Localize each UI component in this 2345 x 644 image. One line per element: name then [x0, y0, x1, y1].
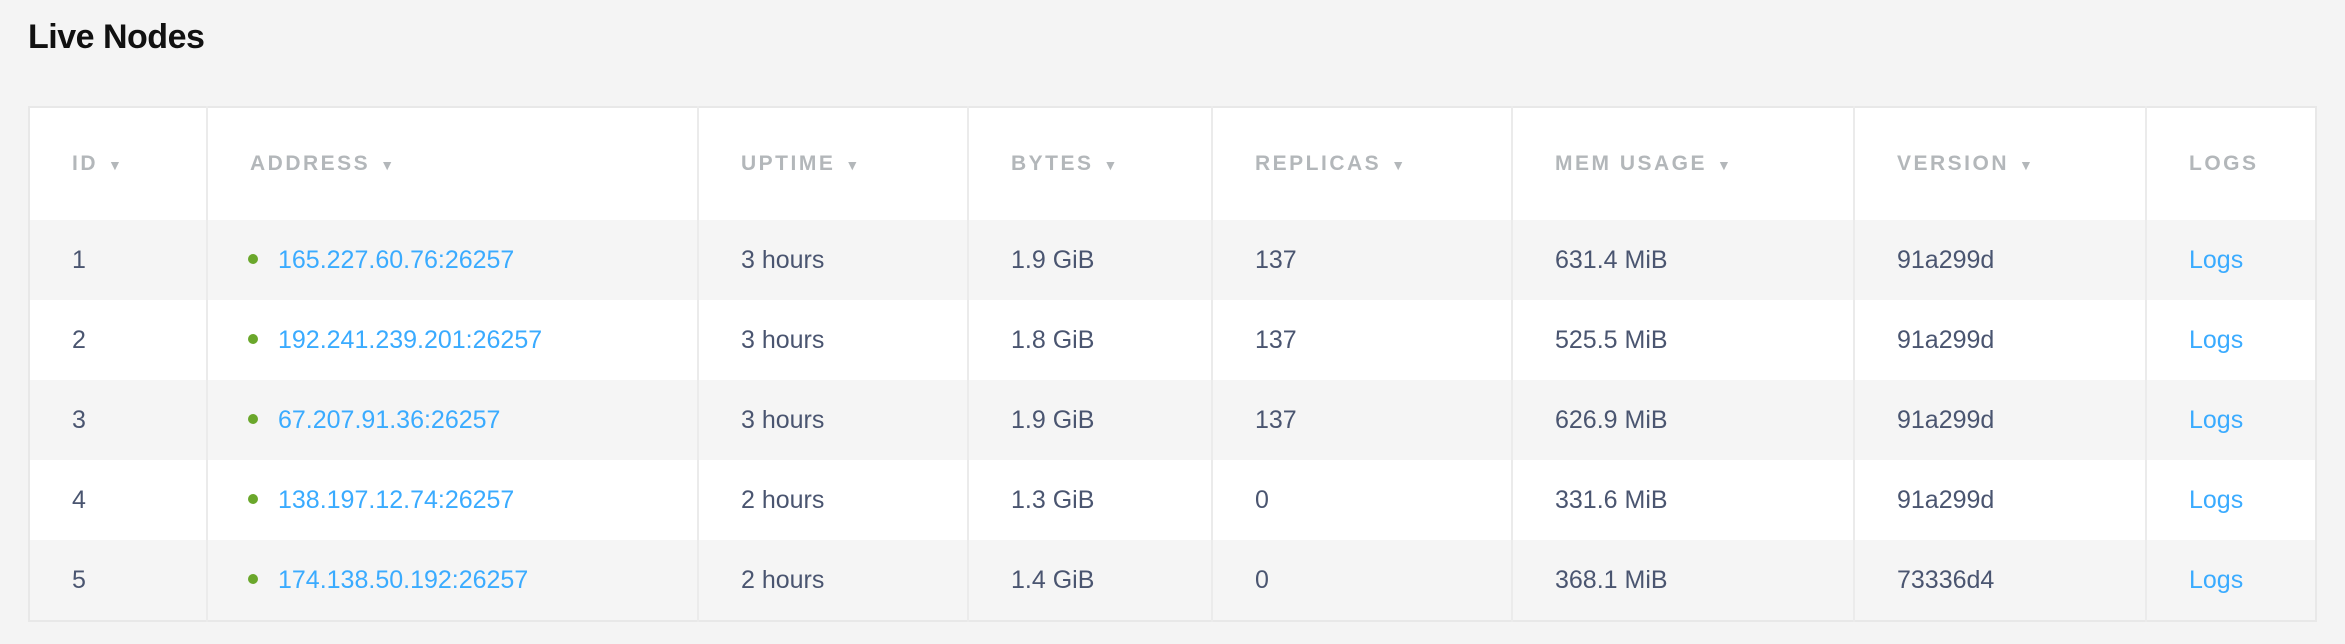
cell-replicas: 0 — [1211, 460, 1512, 540]
column-header-label: LOGS — [2189, 152, 2259, 175]
cell-logs: Logs — [2145, 220, 2316, 300]
cell-id: 1 — [29, 220, 207, 300]
logs-link[interactable]: Logs — [2189, 485, 2244, 514]
column-header-label: REPLICAS — [1255, 152, 1382, 175]
cell-mem: 331.6 MiB — [1511, 460, 1854, 540]
cell-bytes: 1.9 GiB — [967, 220, 1212, 300]
cell-mem: 626.9 MiB — [1511, 380, 1854, 460]
table-row: 4 138.197.12.74:26257 2 hours 1.3 GiB 0 331.6… — [29, 460, 2316, 540]
node-address-link[interactable]: 138.197.12.74:26257 — [278, 485, 515, 514]
cell-mem: 631.4 MiB — [1511, 220, 1854, 300]
status-live-icon — [248, 413, 258, 424]
status-live-icon — [248, 333, 258, 344]
cell-version: 91a299d — [1853, 300, 2146, 380]
column-header-bytes[interactable]: BYTES ▼ — [967, 107, 1212, 220]
cell-id: 2 — [29, 300, 207, 380]
cell-version: 73336d4 — [1853, 540, 2146, 621]
page-title: Live Nodes — [28, 18, 205, 56]
cell-id: 4 — [29, 460, 207, 540]
status-live-icon — [248, 493, 258, 504]
sort-caret-icon[interactable]: ▼ — [1717, 157, 1731, 173]
cell-bytes: 1.8 GiB — [967, 300, 1212, 380]
cell-address: 138.197.12.74:26257 — [206, 460, 698, 540]
cell-version: 91a299d — [1853, 220, 2146, 300]
column-header-label: BYTES — [1011, 152, 1094, 175]
cell-bytes: 1.4 GiB — [967, 540, 1212, 621]
cell-logs: Logs — [2145, 460, 2316, 540]
table-row: 2 192.241.239.201:26257 3 hours 1.8 GiB 137 5… — [29, 300, 2316, 380]
sort-caret-icon[interactable]: ▼ — [380, 157, 395, 173]
cell-replicas: 137 — [1211, 300, 1512, 380]
column-header-address[interactable]: ADDRESS ▼ — [206, 107, 698, 220]
column-header-mem-usage[interactable]: MEM USAGE ▼ — [1511, 107, 1854, 220]
cell-logs: Logs — [2145, 540, 2316, 621]
logs-link[interactable]: Logs — [2189, 405, 2244, 434]
live-nodes-table: ID ▼ ADDRESS ▼ UPTIME ▼ BYTES ▼ REPLICAS ▼ MEM USA… — [28, 106, 2317, 622]
cell-address: 174.138.50.192:26257 — [206, 540, 698, 621]
cell-address: 67.207.91.36:26257 — [206, 380, 698, 460]
cell-address: 165.227.60.76:26257 — [206, 220, 698, 300]
node-address-link[interactable]: 192.241.239.201:26257 — [278, 325, 543, 354]
column-header-label: ADDRESS — [250, 152, 371, 175]
cell-id: 5 — [29, 540, 207, 621]
cell-bytes: 1.9 GiB — [967, 380, 1212, 460]
status-live-icon — [248, 253, 258, 264]
cell-mem: 525.5 MiB — [1511, 300, 1854, 380]
cell-uptime: 2 hours — [697, 460, 968, 540]
cell-id: 3 — [29, 380, 207, 460]
cell-address: 192.241.239.201:26257 — [206, 300, 698, 380]
cell-replicas: 0 — [1211, 540, 1512, 621]
sort-caret-icon[interactable]: ▼ — [2019, 157, 2033, 173]
sort-caret-icon[interactable]: ▼ — [1103, 157, 1118, 173]
column-header-replicas[interactable]: REPLICAS ▼ — [1211, 107, 1512, 220]
cell-replicas: 137 — [1211, 380, 1512, 460]
table-row: 3 67.207.91.36:26257 3 hours 1.9 GiB 137 626.… — [29, 380, 2316, 460]
status-live-icon — [248, 573, 258, 584]
cell-uptime: 3 hours — [697, 220, 968, 300]
column-header-logs: LOGS — [2145, 107, 2316, 220]
cell-uptime: 3 hours — [697, 380, 968, 460]
logs-link[interactable]: Logs — [2189, 245, 2244, 274]
cell-uptime: 3 hours — [697, 300, 968, 380]
cell-replicas: 137 — [1211, 220, 1512, 300]
sort-caret-icon[interactable]: ▼ — [845, 157, 860, 173]
column-header-label: VERSION — [1897, 152, 2010, 175]
cell-uptime: 2 hours — [697, 540, 968, 621]
table-row: 5 174.138.50.192:26257 2 hours 1.4 GiB 0 368.… — [29, 540, 2316, 621]
cell-version: 91a299d — [1853, 460, 2146, 540]
cell-bytes: 1.3 GiB — [967, 460, 1212, 540]
cell-version: 91a299d — [1853, 380, 2146, 460]
column-header-version[interactable]: VERSION ▼ — [1853, 107, 2146, 220]
logs-link[interactable]: Logs — [2189, 325, 2244, 354]
cell-logs: Logs — [2145, 380, 2316, 460]
cell-logs: Logs — [2145, 300, 2316, 380]
sort-caret-icon[interactable]: ▼ — [1391, 157, 1406, 173]
column-header-label: MEM USAGE — [1555, 152, 1708, 175]
logs-link[interactable]: Logs — [2189, 565, 2244, 594]
column-header-uptime[interactable]: UPTIME ▼ — [697, 107, 968, 220]
table-header-row: ID ▼ ADDRESS ▼ UPTIME ▼ BYTES ▼ REPLICAS ▼ MEM USA… — [29, 107, 2316, 220]
table-row: 1 165.227.60.76:26257 3 hours 1.9 GiB 137 631… — [29, 220, 2316, 300]
column-header-id[interactable]: ID ▼ — [29, 107, 207, 220]
node-address-link[interactable]: 67.207.91.36:26257 — [278, 405, 501, 434]
column-header-label: ID — [72, 152, 98, 175]
node-address-link[interactable]: 174.138.50.192:26257 — [278, 565, 529, 594]
sort-caret-icon[interactable]: ▼ — [108, 157, 122, 173]
cell-mem: 368.1 MiB — [1511, 540, 1854, 621]
column-header-label: UPTIME — [741, 152, 836, 175]
node-address-link[interactable]: 165.227.60.76:26257 — [278, 245, 515, 274]
